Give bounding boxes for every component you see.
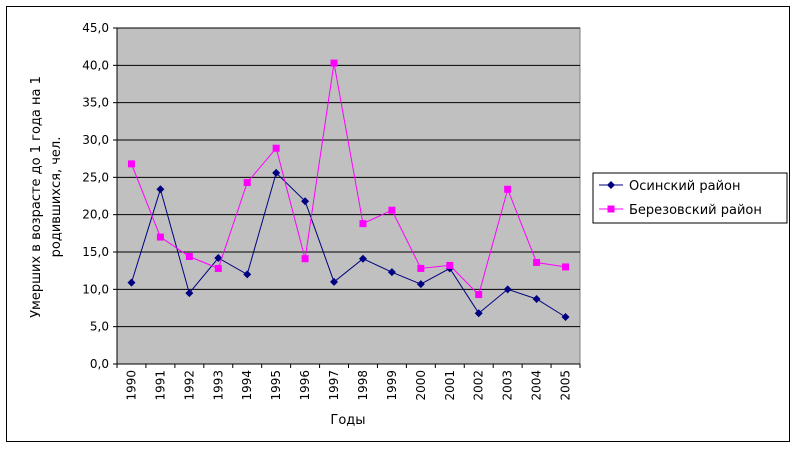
x-tick-label: 2003: [501, 370, 515, 401]
y-tick-label: 5,0: [90, 320, 109, 334]
x-tick-label: 2000: [414, 370, 428, 401]
x-tick-label: 2005: [559, 370, 573, 401]
plot-area: [116, 27, 581, 365]
axes: 0,0 5,0 10,0 15,0 20,0 25,0 30,0 35,0 40,0 45,0 19…: [82, 21, 581, 401]
y-tick-label: 0,0: [90, 357, 109, 371]
data-point-square: [359, 220, 367, 228]
data-point-diamond: [185, 289, 194, 298]
data-point-square: [388, 206, 396, 214]
data-point-square: [301, 255, 309, 263]
data-point-square: [417, 264, 425, 272]
data-point-square: [243, 179, 251, 187]
legend-label-2: Березовский район: [629, 203, 762, 218]
data-point-square: [127, 160, 135, 168]
data-point-square: [185, 252, 193, 260]
y-tick-label: 45,0: [82, 21, 109, 35]
data-point-diamond: [561, 312, 570, 321]
y-tick-label: 35,0: [82, 96, 109, 110]
data-point-diamond: [272, 168, 281, 177]
data-point-diamond: [156, 185, 165, 194]
x-tick-label: 1991: [153, 370, 167, 401]
legend: Осинский район Березовский район: [592, 172, 788, 224]
x-tick-label: 1995: [269, 370, 283, 401]
x-tick-label: 1996: [298, 370, 312, 401]
data-point-diamond: [127, 278, 136, 287]
legend-label-1: Осинский район: [629, 179, 740, 194]
y-tick-label: 10,0: [82, 282, 109, 296]
data-point-square: [446, 261, 454, 269]
data-point-diamond: [474, 309, 483, 318]
x-tick-label: 1994: [240, 370, 254, 401]
series-line-2: [131, 63, 566, 296]
data-point-diamond: [503, 285, 512, 294]
x-tick-label: 1999: [385, 370, 399, 401]
x-tick-label: 1998: [356, 370, 370, 401]
data-point-diamond: [243, 270, 252, 279]
y-axis-title-line1: Умерших в возрасте до 1 года на 1: [29, 76, 44, 318]
gridlines: [117, 27, 580, 328]
legend-box: [592, 172, 788, 224]
y-axis-title-line2: родившихся, чел.: [49, 137, 64, 258]
legend-marker-diamond: [607, 181, 615, 189]
x-tick-label: 2001: [443, 370, 457, 401]
data-point-square: [475, 291, 483, 299]
series-layer: [127, 59, 570, 321]
data-point-diamond: [358, 254, 367, 263]
data-point-diamond: [416, 280, 425, 289]
y-tick-label: 25,0: [82, 170, 109, 184]
y-tick-label: 20,0: [82, 208, 109, 222]
x-tick-label: 2002: [472, 370, 486, 401]
y-tick-label: 40,0: [82, 58, 109, 72]
x-tick-label: 1993: [211, 370, 225, 401]
data-point-diamond: [330, 277, 339, 286]
data-point-square: [156, 233, 164, 241]
data-point-square: [330, 59, 338, 67]
data-point-diamond: [532, 295, 541, 304]
data-point-square: [504, 185, 512, 193]
y-tick-label: 30,0: [82, 133, 109, 147]
data-point-diamond: [214, 253, 223, 262]
x-tick-label: 1990: [124, 370, 138, 401]
x-tick-label: 1992: [182, 370, 196, 401]
x-tick-label: 2004: [530, 370, 544, 401]
data-point-square: [562, 263, 570, 271]
data-point-diamond: [301, 197, 310, 206]
legend-marker-square: [607, 205, 615, 213]
y-tick-label: 15,0: [82, 245, 109, 259]
data-point-square: [533, 258, 541, 266]
x-tick-label: 1997: [327, 370, 341, 401]
x-axis-title: Годы: [330, 413, 365, 428]
data-point-diamond: [387, 268, 396, 277]
data-point-square: [214, 264, 222, 272]
data-point-square: [272, 144, 280, 152]
series-line-1: [131, 171, 566, 318]
